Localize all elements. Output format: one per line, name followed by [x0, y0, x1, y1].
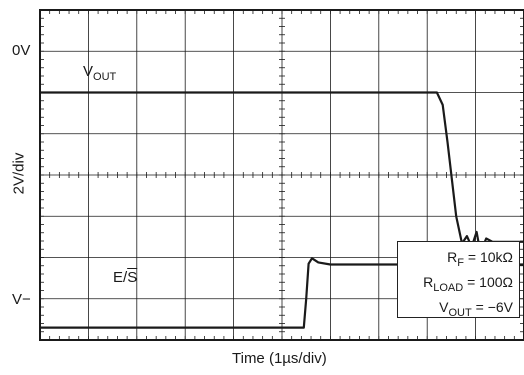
traces [40, 91, 524, 329]
y-axis-label: 2V/div [10, 152, 28, 195]
x-axis-label: Time (1µs/div) [232, 350, 327, 367]
series-label-vout-sub: OUT [93, 71, 117, 83]
plot-frame [39, 9, 524, 341]
conditions-box: RF = 10kΩ RLOAD = 100Ω VOUT = −6V [397, 241, 520, 319]
condition-rload: RLOAD = 100Ω [423, 274, 513, 294]
series-label-es-main: E/ [113, 269, 128, 286]
condition-rf: RF = 10kΩ [447, 249, 513, 269]
y-marker-0v: 0V [12, 42, 31, 59]
series-label-vout-main: V [83, 63, 94, 80]
trace-vout [40, 91, 524, 254]
y-marker-vminus: V− [12, 291, 31, 308]
series-label-es: E/S [113, 270, 137, 285]
series-label-vout: VOUT [83, 63, 116, 83]
series-label-es-over: S [127, 269, 138, 286]
condition-vout: VOUT = −6V [439, 299, 513, 319]
trace-es [40, 257, 524, 329]
